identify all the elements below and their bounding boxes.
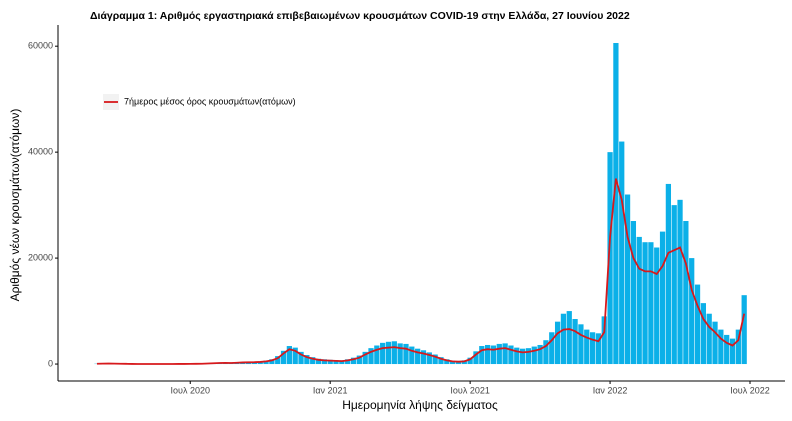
bar: [549, 332, 555, 365]
bar: [450, 360, 456, 365]
bar: [741, 295, 747, 365]
bar: [391, 341, 397, 365]
x-tick-label: Ιουλ 2020: [171, 385, 210, 395]
y-axis-label: Αριθμός νέων κρουσμάτων(ατόμων): [8, 109, 22, 302]
bar: [525, 348, 532, 365]
bar: [514, 347, 520, 365]
bar: [543, 340, 549, 365]
bar: [735, 329, 741, 365]
bar: [537, 344, 543, 365]
bar: [683, 221, 689, 365]
bar: [572, 319, 578, 365]
bar: [444, 359, 450, 365]
bar: [275, 356, 281, 365]
bar: [642, 242, 648, 365]
bar: [700, 303, 706, 365]
x-tick-label: Ιαν 2022: [593, 385, 628, 395]
bar: [706, 313, 712, 365]
bar: [438, 357, 444, 365]
bar: [263, 360, 269, 365]
bar: [321, 359, 327, 365]
bar: [665, 183, 672, 365]
bar: [560, 313, 567, 365]
y-tick-label: 40000: [28, 147, 53, 157]
bar: [304, 355, 310, 365]
bar: [595, 333, 602, 365]
bar: [310, 357, 316, 365]
bar: [624, 194, 631, 365]
bar: [519, 348, 526, 365]
line: [96, 178, 746, 365]
bar: [589, 332, 596, 365]
bar: [689, 258, 695, 365]
bar: [648, 242, 654, 365]
bar: [368, 348, 374, 365]
bar: [339, 360, 345, 365]
bar: [619, 141, 625, 365]
bar: [420, 350, 427, 365]
bar: [374, 345, 380, 365]
bar: [601, 316, 607, 365]
bar: [613, 43, 619, 365]
bar: [415, 348, 421, 365]
y-tick-label: 60000: [28, 41, 53, 51]
bar: [345, 359, 351, 365]
bar: [531, 346, 537, 365]
bar: [350, 357, 357, 365]
bar: [508, 345, 514, 365]
y-tick-label: 0: [48, 358, 53, 368]
bar: [362, 351, 368, 365]
y-tick-label: 20000: [28, 252, 53, 262]
legend-label: 7ήμερος μέσος όρος κρουσμάτων(ατόμων): [124, 96, 296, 106]
x-axis-label: Ημερομηνία λήψης δείγματος: [342, 398, 498, 412]
bar: [385, 341, 392, 365]
bar: [269, 359, 275, 365]
bar: [356, 355, 362, 365]
bar: [432, 354, 438, 365]
x-tick-label: Ιαν 2021: [313, 385, 348, 395]
bar: [584, 329, 590, 365]
bar: [496, 343, 502, 365]
bar: [484, 344, 491, 365]
bar: [426, 352, 432, 365]
bar: [729, 338, 736, 365]
bar: [659, 231, 666, 365]
bar: [578, 324, 584, 365]
bar: [630, 221, 637, 365]
bar: [654, 247, 660, 365]
bar: [671, 205, 677, 365]
bar: [286, 346, 292, 365]
bar: [380, 342, 386, 365]
bar: [677, 199, 683, 365]
x-tick-label: Ιουλ 2022: [730, 385, 769, 395]
bar: [718, 329, 724, 365]
bar: [479, 346, 485, 365]
bar: [327, 359, 333, 365]
bar: [333, 360, 339, 365]
bar: [397, 343, 403, 365]
bar: [292, 347, 298, 365]
bar: [467, 357, 473, 365]
bar: [712, 321, 718, 365]
bar: [298, 351, 304, 365]
bar: [315, 358, 322, 365]
bar: [636, 236, 642, 365]
bar: [607, 152, 613, 365]
bar: [403, 343, 409, 365]
bar: [694, 284, 701, 365]
chart-title: Διάγραμμα 1: Αριθμός εργαστηριακά επιβεβ…: [90, 10, 630, 22]
bar: [409, 346, 415, 365]
bar: [280, 350, 287, 365]
x-tick-label: Ιουλ 2021: [450, 385, 489, 395]
bar: [724, 334, 730, 365]
bar: [502, 343, 508, 365]
bar: [566, 311, 572, 365]
bar: [554, 321, 561, 365]
bar: [473, 351, 479, 365]
bar: [490, 345, 497, 365]
